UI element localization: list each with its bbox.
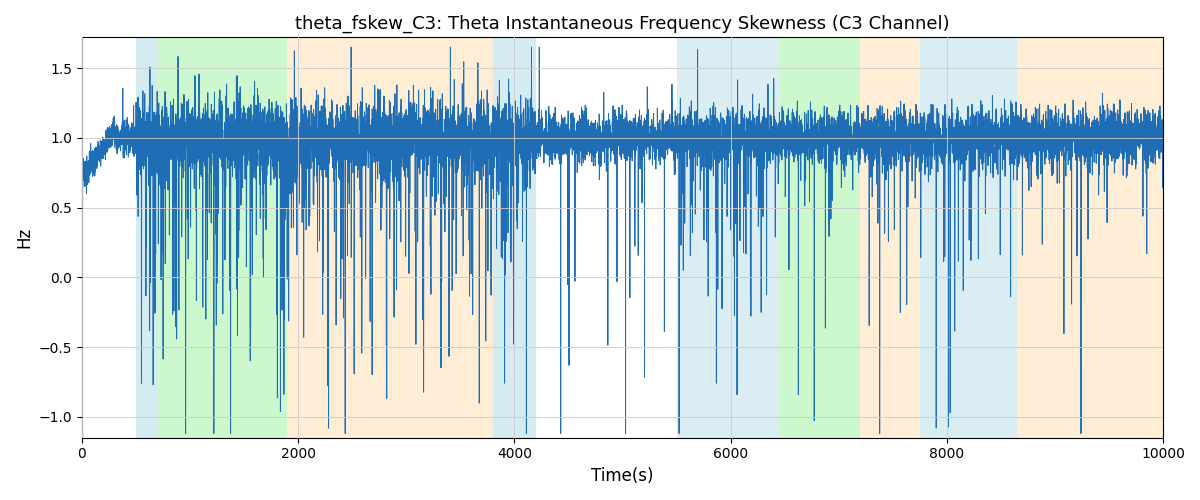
Bar — [157, 38, 287, 438]
Bar — [920, 38, 1018, 438]
Bar — [677, 38, 742, 438]
Bar — [136, 38, 157, 438]
Bar — [493, 38, 536, 438]
X-axis label: Time(s): Time(s) — [592, 467, 654, 485]
Bar — [742, 38, 779, 438]
Bar — [860, 38, 920, 438]
Bar — [779, 38, 860, 438]
Title: theta_fskew_C3: Theta Instantaneous Frequency Skewness (C3 Channel): theta_fskew_C3: Theta Instantaneous Freq… — [295, 15, 949, 34]
Bar — [1018, 38, 1174, 438]
Bar — [287, 38, 493, 438]
Y-axis label: Hz: Hz — [14, 227, 32, 248]
